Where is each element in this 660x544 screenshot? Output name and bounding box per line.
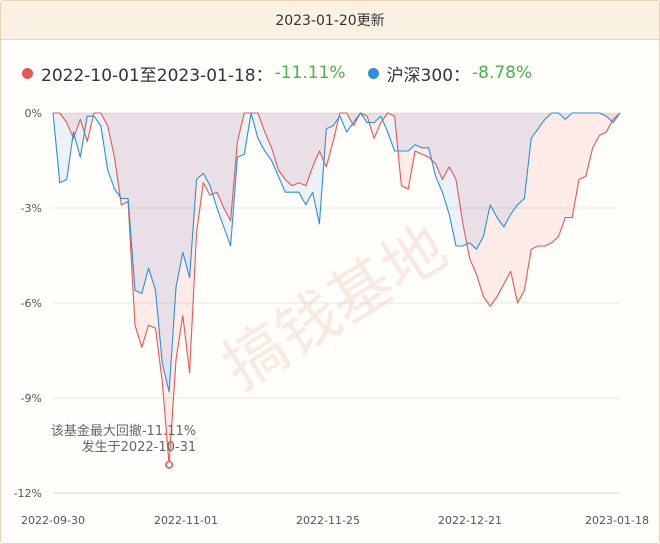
update-title: 2023-01-20更新 [275, 13, 385, 29]
max-drawdown-annotation: 该基金最大回撤-11.11% [51, 423, 196, 439]
legend: 2022-10-01至2023-01-18： -11.11% 沪深300： -8… [22, 60, 532, 86]
x-tick-label: 2022-12-21 [438, 514, 502, 527]
x-tick-label: 2022-09-30 [21, 514, 85, 527]
x-tick-label: 2023-01-18 [585, 514, 649, 527]
x-tick-label: 2022-11-01 [154, 514, 218, 527]
y-tick-label: 0% [25, 107, 42, 120]
fund-legend-label[interactable]: 2022-10-01至2023-01-18： [41, 65, 273, 86]
max-drawdown-marker[interactable] [165, 460, 174, 469]
y-tick-label: -3% [21, 202, 42, 215]
index-legend-value: -8.78% [472, 63, 533, 83]
y-tick-label: -9% [21, 392, 42, 405]
index-legend-dot [367, 67, 379, 79]
index-legend-label[interactable]: 沪深300： [386, 65, 471, 86]
index-series-line[interactable] [52, 112, 621, 393]
series-lines [52, 112, 621, 466]
fund-legend-value: -11.11% [274, 63, 346, 83]
x-tick-label: 2022-11-25 [296, 514, 360, 527]
y-tick-label: -12% [14, 487, 42, 500]
y-tick-label: -6% [21, 297, 42, 310]
watermark: 搞钱基地 [210, 211, 459, 404]
y-axis-ticks: 0% -3% -6% -9% -12% [14, 107, 42, 500]
fund-series-line[interactable] [53, 112, 621, 466]
max-drawdown-date: 发生于2022-10-31 [82, 439, 197, 455]
index-area [53, 113, 620, 392]
update-header: 2023-01-20更新 [1, 1, 659, 40]
grid-lines [53, 112, 620, 494]
fund-legend-dot [22, 67, 33, 79]
x-axis-ticks: 2022-09-30 2022-11-01 2022-11-25 2022-12-21… [21, 514, 649, 527]
